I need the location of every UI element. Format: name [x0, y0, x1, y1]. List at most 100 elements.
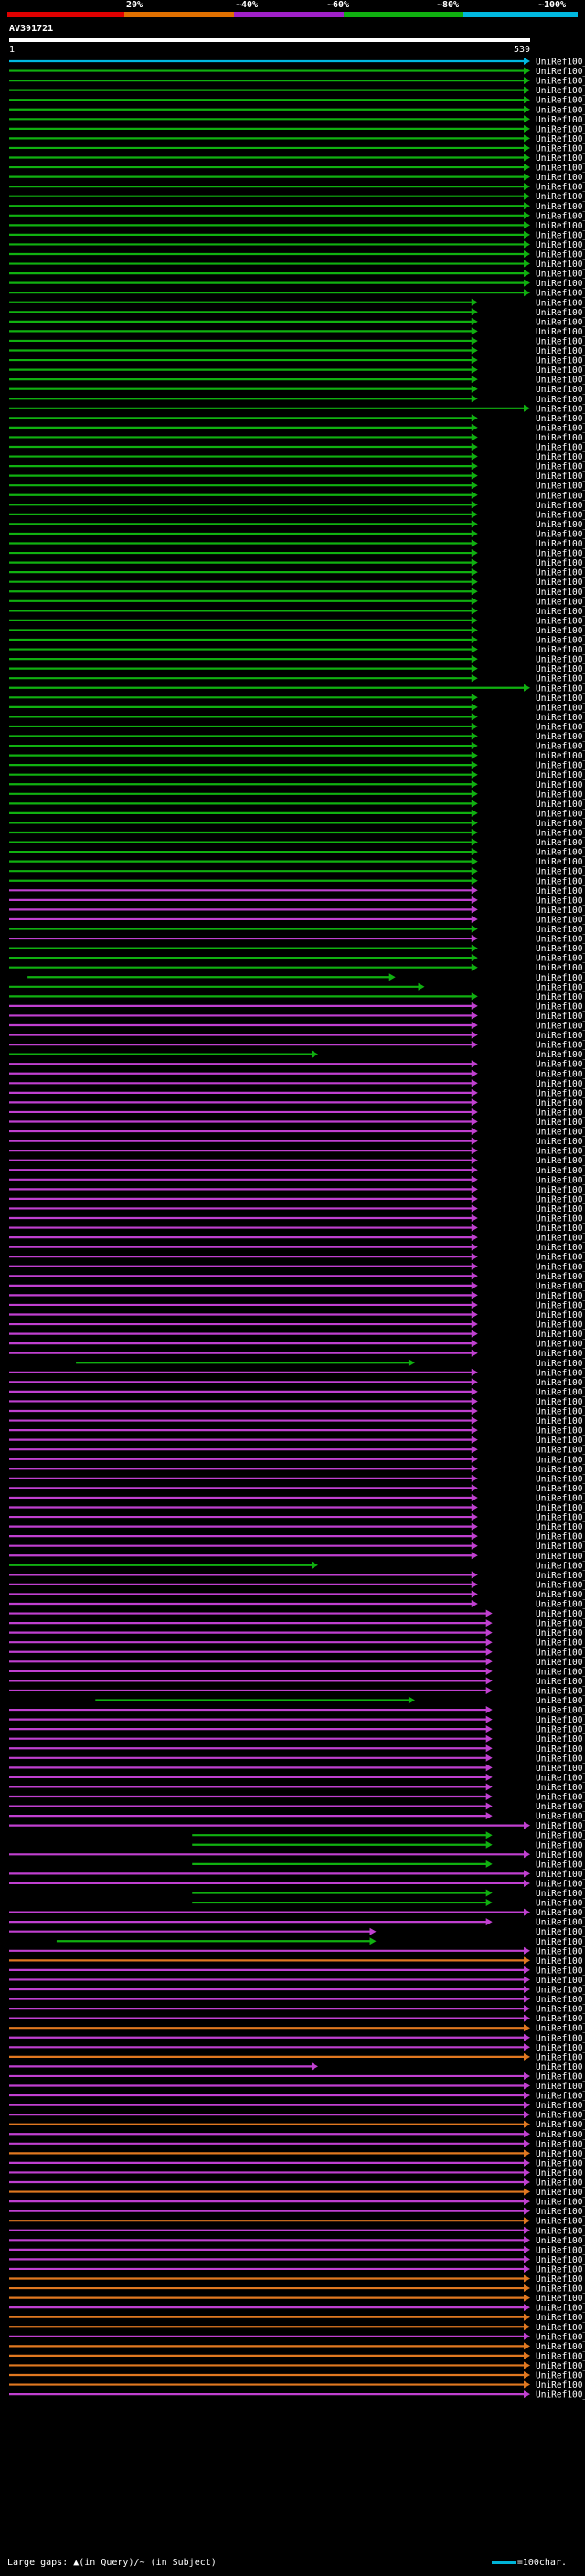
hit-row[interactable]: UniRef100_A6WFA1: [9, 289, 585, 299]
hit-label[interactable]: UniRef100_A9UY35: [536, 925, 585, 935]
hit-label[interactable]: UniRef100_Q6CYY6: [536, 1773, 585, 1783]
hit-row[interactable]: UniRef100_B9P1J2: [9, 954, 585, 964]
hit-label[interactable]: UniRef100_UP1000...: [536, 1474, 585, 1484]
hit-label[interactable]: UniRef100_Q9HZ32: [536, 2245, 585, 2255]
hit-label[interactable]: UniRef100_C1G5P0: [536, 1214, 585, 1224]
hit-row[interactable]: UniRef100_A6U125: [9, 58, 585, 68]
hit-row[interactable]: UniRef100_Q4D819: [9, 1986, 585, 1996]
hit-row[interactable]: UniRef100_UP1000...: [9, 694, 585, 704]
hit-label[interactable]: UniRef100_C7BGM8: [536, 2052, 585, 2062]
hit-row[interactable]: UniRef100_C4QQ45: [9, 915, 585, 925]
hit-row[interactable]: UniRef100_A6QH69: [9, 1552, 585, 1562]
hit-row[interactable]: UniRef100_A6SEG9: [9, 2351, 585, 2361]
hit-row[interactable]: UniRef100_Q4A2B5: [9, 2217, 585, 2227]
hit-label[interactable]: UniRef100_Q6BJ37: [536, 1484, 585, 1494]
hit-label[interactable]: UniRef100_C5MLX5: [536, 1715, 585, 1725]
hit-label[interactable]: UniRef100_Q6VTG6: [536, 2198, 585, 2208]
hit-row[interactable]: UniRef100_C1FIX2: [9, 143, 585, 154]
hit-label[interactable]: UniRef100_UP1000...: [536, 722, 585, 732]
hit-row[interactable]: UniRef100_A3GEY0: [9, 1262, 585, 1272]
hit-label[interactable]: UniRef100_Q1E131: [536, 1407, 585, 1417]
hit-label[interactable]: UniRef100_B2ALY5: [536, 1243, 585, 1253]
hit-row[interactable]: UniRef100_Q5WVU8: [9, 1069, 585, 1079]
hit-row[interactable]: UniRef100_A5B2Z2: [9, 124, 585, 134]
hit-row[interactable]: UniRef100_C5X3C4: [9, 230, 585, 240]
hit-row[interactable]: UniRef100_Q6SS16: [9, 867, 585, 877]
hit-label[interactable]: UniRef100_Q2HAC8: [536, 1137, 585, 1147]
hit-row[interactable]: UniRef100_Q27HY9: [9, 809, 585, 819]
hit-label[interactable]: UniRef100_UP1000...: [536, 385, 585, 395]
hit-label[interactable]: UniRef100_A2RRQ7: [536, 568, 585, 578]
hit-row[interactable]: UniRef100_Q8W577: [9, 96, 585, 106]
hit-label[interactable]: UniRef100_Q21DS2: [536, 2178, 585, 2189]
hit-label[interactable]: UniRef100_Q0CG10: [536, 1416, 585, 1426]
hit-label[interactable]: UniRef100_Q6ET12: [536, 1831, 585, 1841]
hit-row[interactable]: UniRef100_UP1000...: [9, 356, 585, 366]
hit-row[interactable]: UniRef100_A2RRQ7: [9, 568, 585, 578]
hit-label[interactable]: UniRef100_Q04839: [536, 1648, 585, 1658]
hit-row[interactable]: UniRef100_UP1000...: [9, 462, 585, 472]
hit-label[interactable]: UniRef100_A6ZRC8: [536, 1677, 585, 1687]
hit-row[interactable]: UniRef100_UP1000...: [9, 674, 585, 684]
hit-row[interactable]: UniRef100_B0X1D8: [9, 829, 585, 839]
hit-row[interactable]: UniRef100_C1FGS0: [9, 1850, 585, 1860]
hit-row[interactable]: UniRef100_Q4P7D5: [9, 2371, 585, 2381]
hit-label[interactable]: UniRef100_Q5ZLI8: [536, 876, 585, 886]
hit-label[interactable]: UniRef100_C1HZS3: [536, 2264, 585, 2274]
hit-label[interactable]: UniRef100_UP1000...: [536, 366, 585, 376]
hit-label[interactable]: UniRef100_B9QEY4: [536, 944, 585, 954]
hit-label[interactable]: UniRef100_Q4D819: [536, 1986, 585, 1996]
hit-row[interactable]: UniRef100_UP1000...: [9, 886, 585, 896]
hit-label[interactable]: UniRef100_UP1000...: [536, 327, 585, 337]
hit-label[interactable]: UniRef100_UP1000...: [536, 472, 585, 482]
hit-row[interactable]: UniRef100_UP1000...: [9, 1253, 585, 1263]
hit-label[interactable]: UniRef100_UP1000...: [536, 308, 585, 318]
hit-label[interactable]: UniRef100_A9V2I9: [536, 1754, 585, 1764]
hit-label[interactable]: UniRef100_B7PLQ0: [536, 597, 585, 607]
hit-row[interactable]: UniRef100_Q6ET12: [192, 1831, 585, 1841]
hit-row[interactable]: UniRef100_B4N718: [9, 713, 585, 723]
hit-row[interactable]: UniRef100_B4J3P7: [9, 742, 585, 752]
hit-row[interactable]: UniRef100_UP1000...: [9, 1031, 585, 1041]
hit-row[interactable]: UniRef100_B9FIX2: [9, 240, 585, 250]
hit-row[interactable]: UniRef100_Q0J2I9: [9, 173, 585, 183]
hit-row[interactable]: UniRef100_A5DE90: [9, 1272, 585, 1282]
hit-label[interactable]: UniRef100_Q50DA2: [536, 1455, 585, 1465]
hit-label[interactable]: UniRef100_A9TWA3: [536, 2274, 585, 2284]
hit-label[interactable]: UniRef100_B8MF68: [536, 1378, 585, 1388]
hit-label[interactable]: UniRef100_C5M3U0: [536, 1725, 585, 1735]
hit-label[interactable]: UniRef100_C4Y376: [536, 1088, 585, 1098]
hit-row[interactable]: UniRef100_UP1000...: [9, 472, 585, 482]
hit-row[interactable]: UniRef100_C1H2C4: [9, 1436, 585, 1446]
hit-label[interactable]: UniRef100_Q9SBH1: [536, 2024, 585, 2034]
hit-row[interactable]: UniRef100_B2ALY5: [9, 1243, 585, 1253]
hit-label[interactable]: UniRef100_Q8M3G6: [536, 2130, 585, 2140]
hit-label[interactable]: UniRef100_B3RYG0: [536, 1946, 585, 1956]
hit-row[interactable]: UniRef100_C5FWZ0: [9, 1522, 585, 1532]
hit-label[interactable]: UniRef100_Q4A227: [536, 2120, 585, 2130]
hit-label[interactable]: UniRef100_Q4A2B5: [536, 2217, 585, 2227]
hit-label[interactable]: UniRef100_UP1000...: [536, 376, 585, 386]
hit-row[interactable]: UniRef100_Q8M3G6: [9, 2130, 585, 2140]
hit-row[interactable]: UniRef100_UP1000...: [9, 2111, 585, 2121]
hit-row[interactable]: UniRef100_UP1000...: [9, 588, 585, 598]
hit-label[interactable]: UniRef100_A9P537: [536, 982, 585, 992]
hit-label[interactable]: UniRef100_C1H2C4: [536, 1436, 585, 1446]
hit-row[interactable]: UniRef100_Q6BI73: [9, 1194, 585, 1204]
hit-row[interactable]: UniRef100_Q4U1U0: [9, 2072, 585, 2082]
hit-row[interactable]: UniRef100_C4Q2A9: [9, 1532, 585, 1542]
hit-row[interactable]: UniRef100_C7I792: [192, 1840, 585, 1850]
hit-label[interactable]: UniRef100_B7Q2L8: [536, 896, 585, 906]
hit-row[interactable]: UniRef100_UP1000...: [9, 414, 585, 424]
hit-label[interactable]: UniRef100_Q4P7D5: [536, 2371, 585, 2381]
hit-row[interactable]: UniRef100_C5M3U0: [9, 1725, 585, 1735]
hit-row[interactable]: UniRef100_B3LLP3: [9, 1571, 585, 1581]
hit-label[interactable]: UniRef100_Q5BHW5: [536, 1879, 585, 1889]
hit-label[interactable]: UniRef100_UP1000...: [536, 1253, 585, 1263]
hit-row[interactable]: UniRef100_UP1000...: [9, 935, 585, 945]
hit-label[interactable]: UniRef100_UP1000...: [536, 674, 585, 684]
hit-row[interactable]: UniRef100_Q7S643: [9, 578, 585, 588]
hit-row[interactable]: UniRef100_A7W978: [9, 1513, 585, 1523]
hit-row[interactable]: UniRef100_Q4VUT3: [9, 2101, 585, 2111]
hit-row[interactable]: UniRef100_P32639: [9, 1686, 585, 1696]
